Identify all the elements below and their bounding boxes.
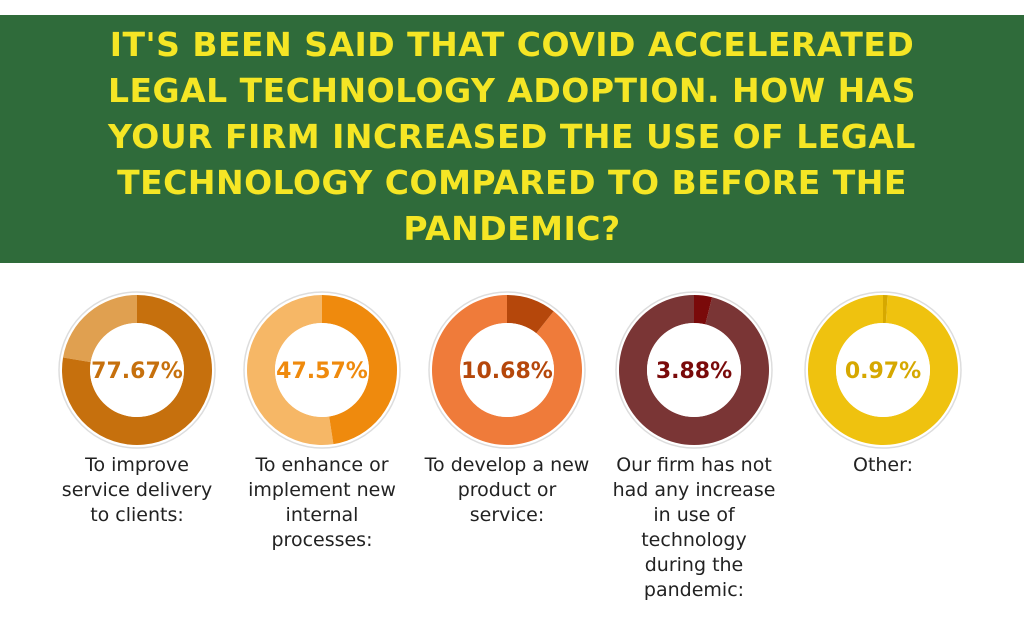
donut-segment bbox=[322, 295, 397, 445]
category-label: To improve service delivery to clients: bbox=[61, 454, 213, 526]
category-label: Other: bbox=[852, 454, 913, 476]
value-label: 3.88% bbox=[656, 359, 732, 384]
donut-remainder bbox=[807, 295, 958, 445]
category-label: To develop a new product or service: bbox=[424, 454, 590, 526]
value-label: 10.68% bbox=[461, 359, 553, 384]
donut-remainder bbox=[618, 295, 769, 445]
donut-remainder bbox=[432, 295, 583, 446]
donut-segment bbox=[507, 295, 554, 334]
donut-segment bbox=[883, 295, 888, 324]
value-label: 77.67% bbox=[91, 359, 183, 384]
value-label: 47.57% bbox=[276, 359, 368, 384]
donut-hole bbox=[275, 323, 369, 417]
title: IT'S BEEN SAID THAT COVID ACCELERATED LE… bbox=[107, 25, 917, 248]
donut-hole bbox=[460, 323, 554, 417]
donut-remainder bbox=[63, 295, 137, 363]
donut-hole bbox=[90, 323, 184, 417]
value-label: 0.97% bbox=[845, 359, 921, 384]
donut-segment bbox=[694, 295, 713, 325]
donut-remainder bbox=[246, 295, 334, 445]
category-label: Our firm has not had any increase in use… bbox=[612, 454, 776, 601]
category-label: To enhance or implement new internal pro… bbox=[248, 454, 396, 551]
donut-segment bbox=[62, 295, 212, 446]
title-banner bbox=[0, 15, 1024, 263]
donut-hole bbox=[836, 323, 930, 417]
donut-hole bbox=[647, 323, 741, 417]
